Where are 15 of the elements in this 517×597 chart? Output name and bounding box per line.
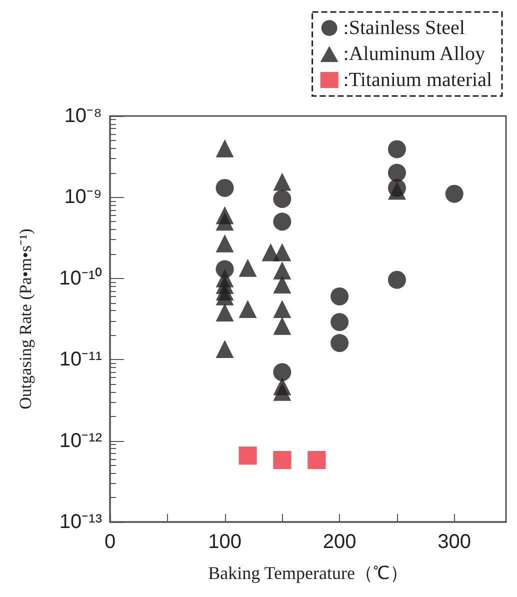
x-tick-label: 100 [208,531,242,553]
y-tick-label: 10⁻¹³ [59,511,102,533]
y-tick-label: 10⁻⁹ [64,186,102,208]
x-tick-label: 200 [322,531,356,553]
legend-label: :Aluminum Alloy [343,43,485,65]
y-tick-label: 10⁻⁸ [64,105,102,127]
y-tick-label: 10⁻¹⁰ [59,266,102,290]
y-axis-title: Outgasing Rate (Pa•m•s⁻¹) [16,228,35,410]
legend-label: :Titanium material [343,69,492,91]
x-tick-label: 0 [104,531,116,553]
x-tick-label: 300 [438,531,472,553]
x-axis-title: Baking Temperature（℃） [208,563,408,583]
y-tick-label: 10⁻¹² [59,430,102,452]
y-tick-label: 10⁻¹¹ [59,348,102,371]
legend-label: :Stainless Steel [343,17,466,39]
